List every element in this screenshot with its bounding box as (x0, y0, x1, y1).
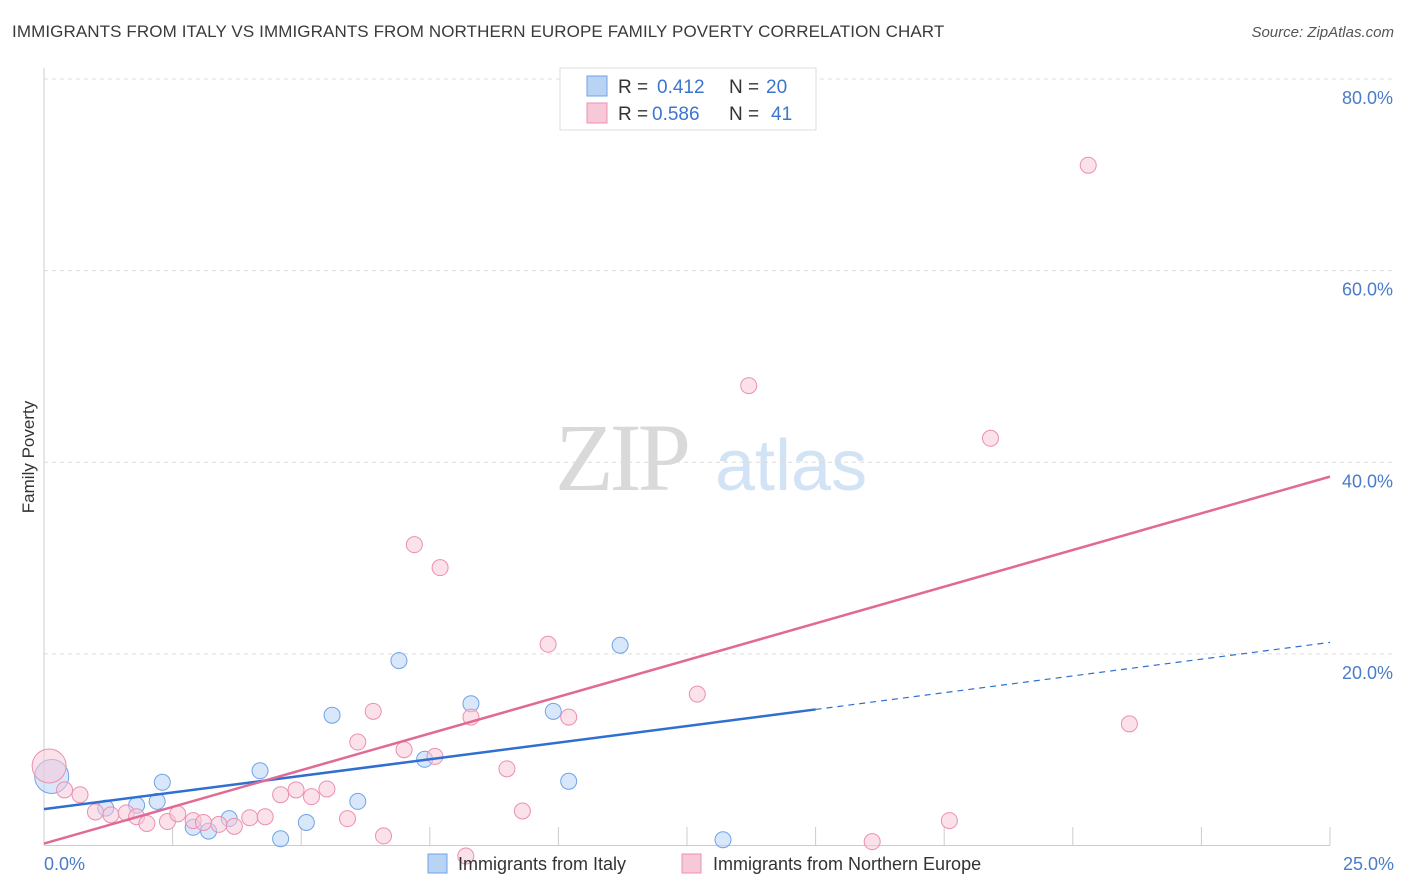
point-italy-4 (153, 773, 171, 791)
point-northern-europe-20 (338, 810, 356, 828)
point-italy-16 (544, 702, 562, 720)
point-northern-europe-3 (86, 803, 104, 821)
stats-legend: R = 0.412 N = 20 R = 0.586 N = 41 (559, 67, 817, 131)
trend-line-northern-europe (43, 475, 1331, 845)
legend-n-value-northern-europe: 41 (771, 104, 792, 125)
y-tick-labels: 20.0% 40.0% 60.0% 80.0% (1342, 88, 1393, 683)
legend-r-label-northern-europe: R = (618, 104, 648, 125)
y-axis-label: Family Poverty (19, 400, 38, 513)
point-northern-europe-4 (102, 806, 120, 824)
point-italy-11 (323, 706, 341, 724)
point-northern-europe-38 (981, 429, 999, 447)
point-northern-europe-30 (498, 760, 516, 778)
y-tick-label-80: 80.0% (1342, 88, 1393, 108)
trend-line-italy-extension (815, 641, 1331, 711)
point-northern-europe-2 (71, 786, 89, 804)
point-northern-europe-19 (318, 780, 336, 798)
x-tick-label-max: 25.0% (1343, 854, 1394, 874)
point-italy-13 (390, 652, 408, 670)
point-italy-10 (297, 814, 315, 832)
point-northern-europe-11 (194, 814, 212, 832)
point-northern-europe-1 (56, 781, 74, 799)
y-tick-label-20: 20.0% (1342, 663, 1393, 683)
legend-r-value-northern-europe: 0.586 (652, 104, 700, 125)
series-legend: Immigrants from Italy Immigrants from No… (427, 853, 981, 874)
point-northern-europe-28 (457, 847, 475, 865)
y-tick-label-40: 40.0% (1342, 471, 1393, 491)
point-northern-europe-16 (272, 786, 290, 804)
point-italy-19 (714, 831, 732, 849)
watermark-atlas: atlas (715, 426, 867, 506)
point-italy-18 (611, 636, 629, 654)
trend-lines (43, 475, 1331, 845)
point-northern-europe-39 (1079, 156, 1097, 174)
legend-swatch-italy (586, 75, 608, 97)
point-northern-europe-7 (138, 814, 156, 832)
x-tick-label-min: 0.0% (44, 854, 85, 874)
y-tick-label-60: 60.0% (1342, 280, 1393, 300)
point-northern-europe-32 (539, 635, 557, 653)
point-northern-europe-22 (364, 702, 382, 720)
point-northern-europe-36 (863, 833, 881, 851)
point-northern-europe-14 (241, 809, 259, 827)
x-ticks (172, 827, 1331, 846)
legend-n-label-italy: N = (729, 77, 759, 98)
point-northern-europe-13 (225, 817, 243, 835)
point-northern-europe-33 (560, 708, 578, 726)
point-northern-europe-40 (1120, 715, 1138, 733)
point-northern-europe-27 (431, 559, 449, 577)
point-northern-europe-17 (287, 781, 305, 799)
legend-r-value-italy: 0.412 (657, 77, 705, 98)
point-northern-europe-26 (426, 747, 444, 765)
point-northern-europe-21 (349, 733, 367, 751)
point-northern-europe-0 (31, 748, 67, 784)
point-northern-europe-24 (395, 741, 413, 759)
point-northern-europe-25 (405, 536, 423, 554)
bottom-legend-swatch-northern-europe (681, 853, 702, 874)
axes (43, 68, 1330, 846)
chart-title: IMMIGRANTS FROM ITALY VS IMMIGRANTS FROM… (12, 22, 945, 41)
point-northern-europe-34 (688, 685, 706, 703)
point-italy-8 (251, 762, 269, 780)
point-northern-europe-35 (740, 377, 758, 395)
point-northern-europe-15 (256, 808, 274, 826)
point-northern-europe-31 (513, 802, 531, 820)
legend-n-value-italy: 20 (766, 77, 787, 98)
bottom-legend-label-italy: Immigrants from Italy (458, 854, 626, 874)
trend-line-italy (43, 708, 816, 811)
point-northern-europe-12 (210, 815, 228, 833)
legend-r-label-italy: R = (618, 77, 648, 98)
point-northern-europe-37 (940, 812, 958, 830)
gridlines (44, 78, 1392, 655)
point-italy-17 (560, 772, 578, 790)
data-points (31, 156, 1138, 865)
legend-n-label-northern-europe: N = (729, 104, 759, 125)
legend-swatch-northern-europe (586, 102, 608, 124)
bottom-legend-label-northern-europe: Immigrants from Northern Europe (713, 854, 981, 874)
point-italy-9 (272, 830, 290, 848)
point-northern-europe-18 (302, 788, 320, 806)
bottom-legend-swatch-italy (427, 853, 448, 874)
source-credit: Source: ZipAtlas.com (1251, 24, 1394, 41)
point-italy-12 (349, 792, 367, 810)
point-northern-europe-23 (375, 827, 393, 845)
watermark-zip: ZIP (555, 404, 688, 511)
